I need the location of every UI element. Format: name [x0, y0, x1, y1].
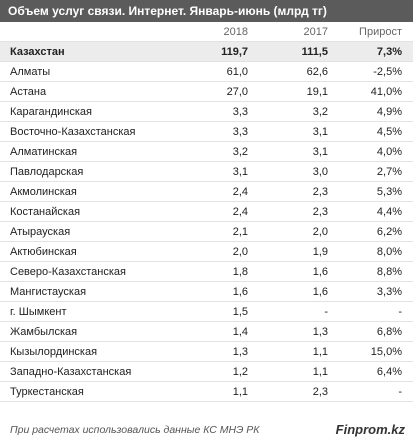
region-name: Карагандинская	[10, 106, 92, 118]
table-value: 1,6	[312, 286, 328, 298]
table-row	[0, 242, 413, 262]
region-name: Восточно-Казахстанская	[10, 126, 136, 138]
column-header: Прирост	[359, 26, 402, 38]
region-name: Костанайская	[10, 206, 81, 218]
table-value: 2,4	[232, 206, 248, 218]
header-row	[0, 22, 413, 42]
table-row	[0, 202, 413, 222]
table-value: 6,4%	[376, 366, 402, 378]
table-value: 1,1	[232, 386, 248, 398]
table-value: 4,4%	[376, 206, 402, 218]
region-name: Западно-Казахстанская	[10, 366, 132, 378]
region-name: Кызылординская	[10, 346, 98, 358]
table-value: 6,8%	[376, 326, 402, 338]
table-value: 5,3%	[376, 186, 402, 198]
table-row	[0, 302, 413, 322]
table-value: 8,0%	[376, 246, 402, 258]
table-value: 1,2	[232, 366, 248, 378]
table-value: -	[398, 306, 402, 318]
table-value: 111,5	[301, 46, 328, 58]
table-value: 2,3	[312, 186, 328, 198]
table-row	[0, 162, 413, 182]
region-name: Мангистауская	[10, 286, 87, 298]
table-row	[0, 62, 413, 82]
region-name: Северо-Казахстанская	[10, 266, 126, 278]
title: Объем услуг связи. Интернет. Январь-июнь…	[0, 0, 413, 22]
region-name: Алматы	[10, 66, 51, 78]
table-row	[0, 382, 413, 402]
column-header: 2018	[223, 26, 248, 38]
table-value: 3,3%	[376, 286, 402, 298]
region-name: г. Шымкент	[10, 306, 67, 318]
table-row	[0, 362, 413, 382]
table-value: 3,3	[232, 106, 248, 118]
table-row	[0, 262, 413, 282]
region-name: Павлодарская	[10, 166, 84, 178]
table-value: 4,0%	[376, 146, 402, 158]
table-value: 61,0	[226, 66, 248, 78]
table-value: -2,5%	[373, 66, 402, 78]
table-value: 41,0%	[370, 86, 402, 98]
table-row	[0, 222, 413, 242]
table-value: 62,6	[306, 66, 328, 78]
table-value: 2,7%	[376, 166, 402, 178]
table-value: 4,5%	[376, 126, 402, 138]
region-name: Жамбылская	[10, 326, 78, 338]
table-value: -	[398, 386, 402, 398]
table-value: 1,3	[312, 326, 328, 338]
table-value: 19,1	[306, 86, 328, 98]
table-row	[0, 122, 413, 142]
table-value: 2,3	[312, 386, 328, 398]
table-row	[0, 42, 413, 62]
table-value: 1,6	[312, 266, 328, 278]
table-value: 1,5	[232, 306, 248, 318]
table-value: -	[324, 306, 328, 318]
table-value: 2,0	[232, 246, 248, 258]
table-value: 119,7	[221, 46, 248, 58]
table-value: 3,1	[312, 146, 328, 158]
table-value: 1,4	[232, 326, 248, 338]
table-value: 3,3	[232, 126, 248, 138]
region-name: Акмолинская	[10, 186, 77, 198]
table-value: 3,2	[312, 106, 328, 118]
table-value: 1,3	[232, 346, 248, 358]
region-name: Туркестанская	[10, 386, 84, 398]
footnote: При расчетах использовались данные КС МН…	[10, 424, 260, 436]
column-header: 2017	[303, 26, 328, 38]
table-row	[0, 182, 413, 202]
table-value: 2,1	[232, 226, 248, 238]
table-value: 4,9%	[376, 106, 402, 118]
table-row	[0, 102, 413, 122]
table-value: 6,2%	[376, 226, 402, 238]
table-value: 1,1	[312, 346, 328, 358]
table-row	[0, 282, 413, 302]
region-name: Астана	[10, 86, 47, 98]
table-value: 2,4	[232, 186, 248, 198]
table-value: 27,0	[226, 86, 248, 98]
table-value: 3,1	[232, 166, 248, 178]
table-row	[0, 342, 413, 362]
table-value: 15,0%	[370, 346, 402, 358]
brand: Finprom.kz	[335, 422, 405, 437]
table-value: 8,8%	[376, 266, 402, 278]
table-value: 1,9	[312, 246, 328, 258]
table-value: 3,1	[312, 126, 328, 138]
table-row	[0, 322, 413, 342]
table-value: 2,3	[312, 206, 328, 218]
table-row	[0, 142, 413, 162]
table-value: 1,8	[232, 266, 248, 278]
region-name: Казахстан	[10, 46, 65, 58]
table-value: 7,3%	[376, 46, 402, 58]
table-value: 1,1	[312, 366, 328, 378]
table-value: 2,0	[312, 226, 328, 238]
table-value: 1,6	[232, 286, 248, 298]
table-value: 3,0	[312, 166, 328, 178]
region-name: Актюбинская	[10, 246, 77, 258]
region-name: Атырауская	[10, 226, 71, 238]
region-name: Алматинская	[10, 146, 78, 158]
table-row	[0, 82, 413, 102]
table-value: 3,2	[232, 146, 248, 158]
